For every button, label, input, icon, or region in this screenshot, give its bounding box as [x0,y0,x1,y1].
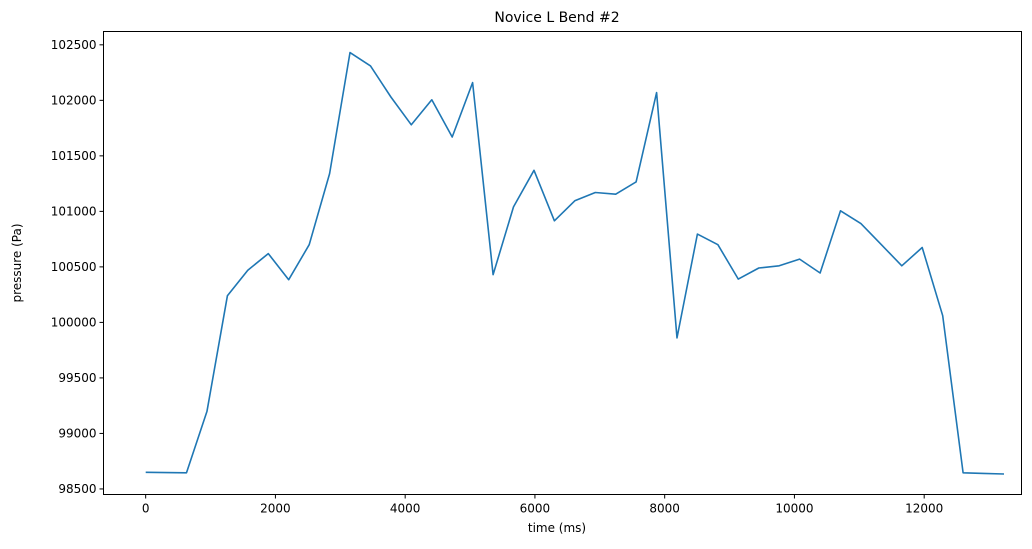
y-tick-label: 100000 [51,315,97,329]
y-axis-label: pressure (Pa) [10,223,24,302]
x-tick-label: 8000 [649,502,680,516]
x-tick-label: 4000 [390,502,421,516]
y-tick-label: 102500 [51,38,97,52]
y-axis: 98500 99000 99500 100000 100500 101000 101500 1… [51,38,104,496]
x-axis: 0 2000 4000 6000 8000 10000 12000 [142,495,943,516]
plot-area [104,32,1022,495]
y-tick-label: 98500 [58,482,96,496]
x-axis-label: time (ms) [528,521,586,535]
y-tick-label: 101000 [51,204,97,218]
chart-title: Novice L Bend #2 [494,10,619,26]
x-tick-label: 12000 [905,502,943,516]
y-tick-label: 102000 [51,93,97,107]
y-tick-label: 100500 [51,260,97,274]
x-tick-label: 0 [142,502,150,516]
x-tick-label: 10000 [775,502,813,516]
y-tick-label: 99500 [58,371,96,385]
y-tick-label: 99000 [58,426,96,440]
x-tick-label: 6000 [520,502,551,516]
x-tick-label: 2000 [260,502,291,516]
y-tick-label: 101500 [51,149,97,163]
